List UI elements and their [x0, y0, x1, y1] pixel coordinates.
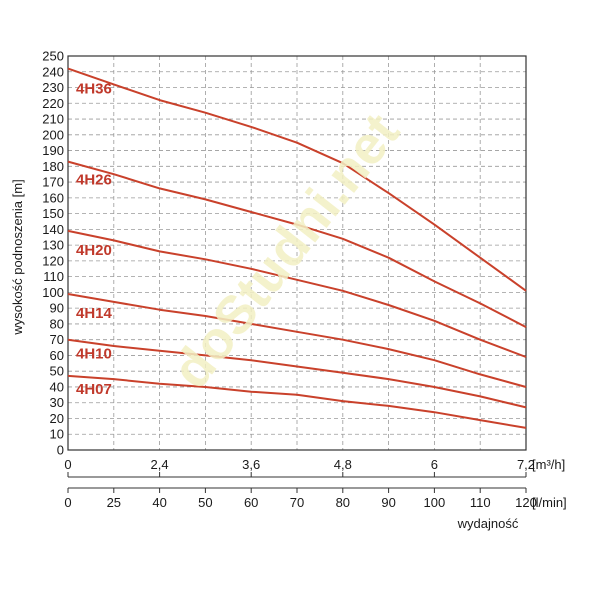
y-tick-label: 240 [42, 64, 64, 79]
x-axis-lmin-tick-label: 0 [64, 495, 71, 510]
y-tick-label: 0 [57, 443, 64, 458]
curves [67, 67, 527, 429]
x-axis-m3h-tick-label: 2,4 [151, 457, 169, 472]
y-tick-label: 30 [50, 395, 64, 410]
y-tick-label: 160 [42, 190, 64, 205]
x-axis-m3h-tick-label: 3,6 [242, 457, 260, 472]
x-axis-label: wydajność [457, 516, 519, 531]
y-tick-label: 90 [50, 301, 64, 316]
y-tick-label: 100 [42, 285, 64, 300]
x-axis-lmin-tick-label: 60 [244, 495, 258, 510]
plot-frame [67, 55, 527, 451]
y-axis-label: wysokość podnoszenia [m] [10, 179, 25, 335]
series-label-4h36: 4H36 [76, 81, 112, 98]
y-axis-ticks: 0102030405060708090100110120130140150160… [42, 49, 64, 458]
x-axis-m3h-ticks: 0 2,4 3,6 4,8 6 7,2 [64, 457, 535, 478]
y-tick-label: 60 [50, 348, 64, 363]
x-axis-m3h-tick-label: 4,8 [334, 457, 352, 472]
x-axis-m3h-tick-label: 6 [431, 457, 438, 472]
series-labels: 4H36 4H26 4H20 4H14 4H10 4H07 [76, 81, 113, 398]
grid [68, 56, 526, 450]
y-tick-label: 230 [42, 80, 64, 95]
y-tick-label: 70 [50, 332, 64, 347]
y-tick-label: 120 [42, 253, 64, 268]
x-axis-m3h-unit: [m³/h] [532, 457, 565, 472]
y-tick-label: 110 [43, 269, 64, 284]
x-axis-lmin-tick-label: 80 [336, 495, 350, 510]
x-axis-lmin-tick-label: 110 [470, 495, 491, 510]
y-tick-label: 40 [50, 379, 64, 394]
y-tick-label: 200 [42, 127, 64, 142]
x-axis-m3h-tick-label: 0 [64, 457, 71, 472]
series-label-4h14: 4H14 [76, 305, 113, 322]
y-tick-label: 210 [42, 112, 64, 127]
y-tick-label: 150 [42, 206, 64, 221]
x-axis-lmin-tick-label: 40 [152, 495, 166, 510]
x-axis-lmin-tick-label: 70 [290, 495, 304, 510]
y-tick-label: 190 [42, 143, 64, 158]
x-axis-lmin-tick-label: 120 [515, 495, 537, 510]
x-axis-lmin-tick-label: 100 [424, 495, 446, 510]
x-axis-lmin-tick-label: 25 [107, 495, 121, 510]
curve-4h10 [67, 338, 527, 409]
curve-4h07 [67, 374, 527, 429]
y-tick-label: 170 [42, 175, 64, 190]
series-label-4h10: 4H10 [76, 346, 112, 363]
curve-4h20 [67, 229, 527, 358]
curve-4h26 [67, 160, 527, 328]
series-label-4h20: 4H20 [76, 242, 112, 259]
curve-4h14 [67, 293, 527, 388]
series-label-4h26: 4H26 [76, 172, 112, 189]
y-tick-label: 10 [50, 427, 64, 442]
series-label-4h07: 4H07 [76, 381, 112, 398]
y-tick-label: 80 [50, 316, 64, 331]
y-tick-label: 180 [42, 159, 64, 174]
y-tick-label: 140 [42, 222, 64, 237]
x-axis-lmin-tick-label: 90 [381, 495, 395, 510]
x-axis-m3h-tick-label: 7,2 [517, 457, 535, 472]
y-tick-label: 130 [42, 238, 64, 253]
y-tick-label: 250 [42, 49, 64, 64]
y-tick-label: 50 [50, 364, 64, 379]
y-tick-label: 20 [50, 411, 64, 426]
y-tick-label: 220 [42, 96, 64, 111]
x-axis-lmin: 0 25 40 50 60 70 80 90 100 110 120 [64, 487, 537, 510]
x-axis-lmin-tick-label: 50 [198, 495, 212, 510]
x-axis-lmin-unit: [l/min] [532, 495, 567, 510]
curve-4h36 [67, 67, 527, 292]
